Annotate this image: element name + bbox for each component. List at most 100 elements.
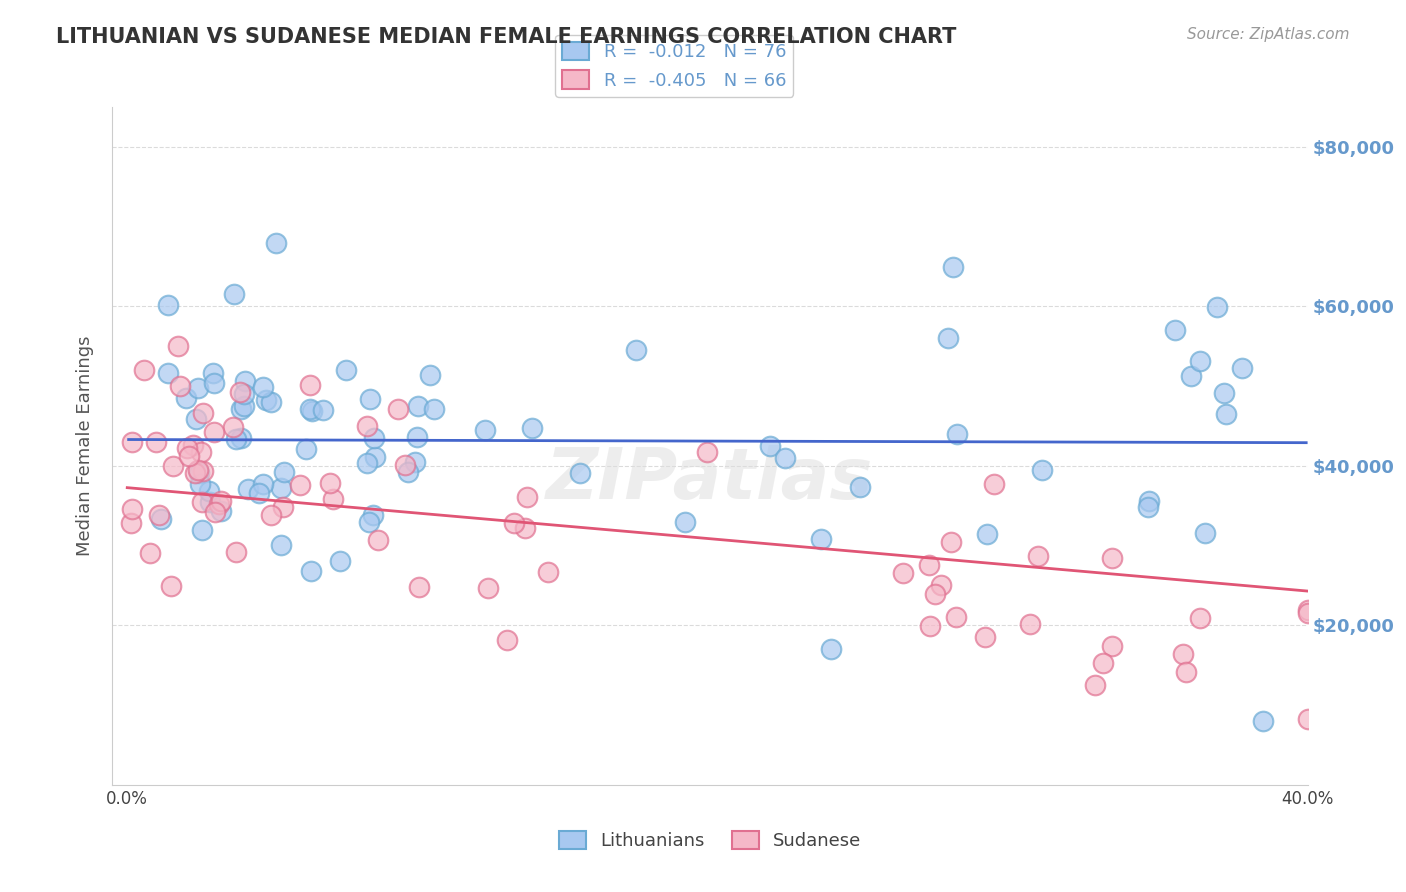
Point [891, 566, 914, 580]
Point [174, 391, 197, 405]
Point [177, 449, 200, 463]
Point [252, 380, 274, 394]
Point [1296, 603, 1319, 617]
Point [229, 431, 252, 445]
Point [191, 406, 214, 420]
Point [1084, 678, 1107, 692]
Point [945, 609, 967, 624]
Point [503, 516, 526, 531]
Point [929, 578, 952, 592]
Point [225, 432, 247, 446]
Point [249, 485, 271, 500]
Text: Source: ZipAtlas.com: Source: ZipAtlas.com [1187, 27, 1350, 42]
Point [1296, 712, 1319, 726]
Text: ZIPatlas: ZIPatlas [547, 445, 873, 515]
Point [299, 564, 322, 578]
Point [1188, 354, 1211, 368]
Point [183, 438, 205, 452]
Point [202, 376, 225, 391]
Point [187, 466, 209, 480]
Point [936, 331, 959, 345]
Point [120, 516, 142, 530]
Point [1164, 323, 1187, 337]
Point [1101, 551, 1123, 566]
Point [1028, 549, 1050, 563]
Point [942, 260, 965, 274]
Point [408, 580, 430, 594]
Point [271, 500, 294, 515]
Point [1253, 714, 1275, 728]
Point [121, 435, 143, 450]
Point [364, 450, 387, 464]
Text: LITHUANIAN VS SUDANESE MEDIAN FEMALE EARNINGS CORRELATION CHART: LITHUANIAN VS SUDANESE MEDIAN FEMALE EAR… [56, 27, 956, 46]
Point [167, 339, 190, 353]
Point [495, 633, 517, 648]
Point [1175, 665, 1198, 680]
Point [522, 421, 544, 435]
Point [941, 534, 963, 549]
Point [387, 401, 409, 416]
Point [918, 558, 941, 572]
Point [222, 420, 245, 434]
Point [204, 505, 226, 519]
Point [188, 477, 211, 491]
Point [404, 455, 426, 469]
Point [259, 394, 281, 409]
Point [132, 363, 155, 377]
Point [209, 504, 232, 518]
Point [516, 491, 538, 505]
Point [359, 392, 381, 406]
Point [367, 533, 389, 547]
Point [1215, 407, 1237, 421]
Point [945, 426, 967, 441]
Point [406, 430, 429, 444]
Point [696, 445, 718, 459]
Point [202, 425, 225, 439]
Point [1031, 463, 1053, 477]
Point [976, 526, 998, 541]
Point [1230, 360, 1253, 375]
Point [974, 631, 997, 645]
Point [673, 515, 696, 529]
Point [160, 578, 183, 592]
Point [477, 581, 499, 595]
Point [191, 495, 214, 509]
Point [209, 494, 232, 508]
Point [231, 402, 253, 417]
Point [150, 511, 173, 525]
Point [198, 484, 221, 499]
Point [1136, 500, 1159, 515]
Point [225, 545, 247, 559]
Point [229, 384, 252, 399]
Point [222, 287, 245, 301]
Point [1171, 647, 1194, 661]
Point [162, 458, 184, 473]
Point [335, 362, 357, 376]
Point [191, 464, 214, 478]
Point [139, 546, 162, 560]
Point [157, 298, 180, 312]
Point [273, 466, 295, 480]
Point [1018, 616, 1040, 631]
Point [1212, 385, 1234, 400]
Point [157, 366, 180, 380]
Point [1101, 639, 1123, 653]
Point [357, 516, 380, 530]
Point [406, 399, 429, 413]
Point [773, 451, 796, 466]
Point [148, 508, 170, 523]
Point [312, 402, 335, 417]
Point [569, 466, 592, 480]
Point [394, 458, 416, 472]
Point [328, 554, 350, 568]
Point [361, 508, 384, 522]
Point [202, 366, 225, 380]
Point [536, 565, 558, 579]
Point [232, 399, 254, 413]
Point [186, 412, 208, 426]
Point [1137, 494, 1160, 508]
Point [294, 442, 316, 457]
Point [1194, 526, 1216, 541]
Point [169, 379, 191, 393]
Point [1091, 656, 1114, 670]
